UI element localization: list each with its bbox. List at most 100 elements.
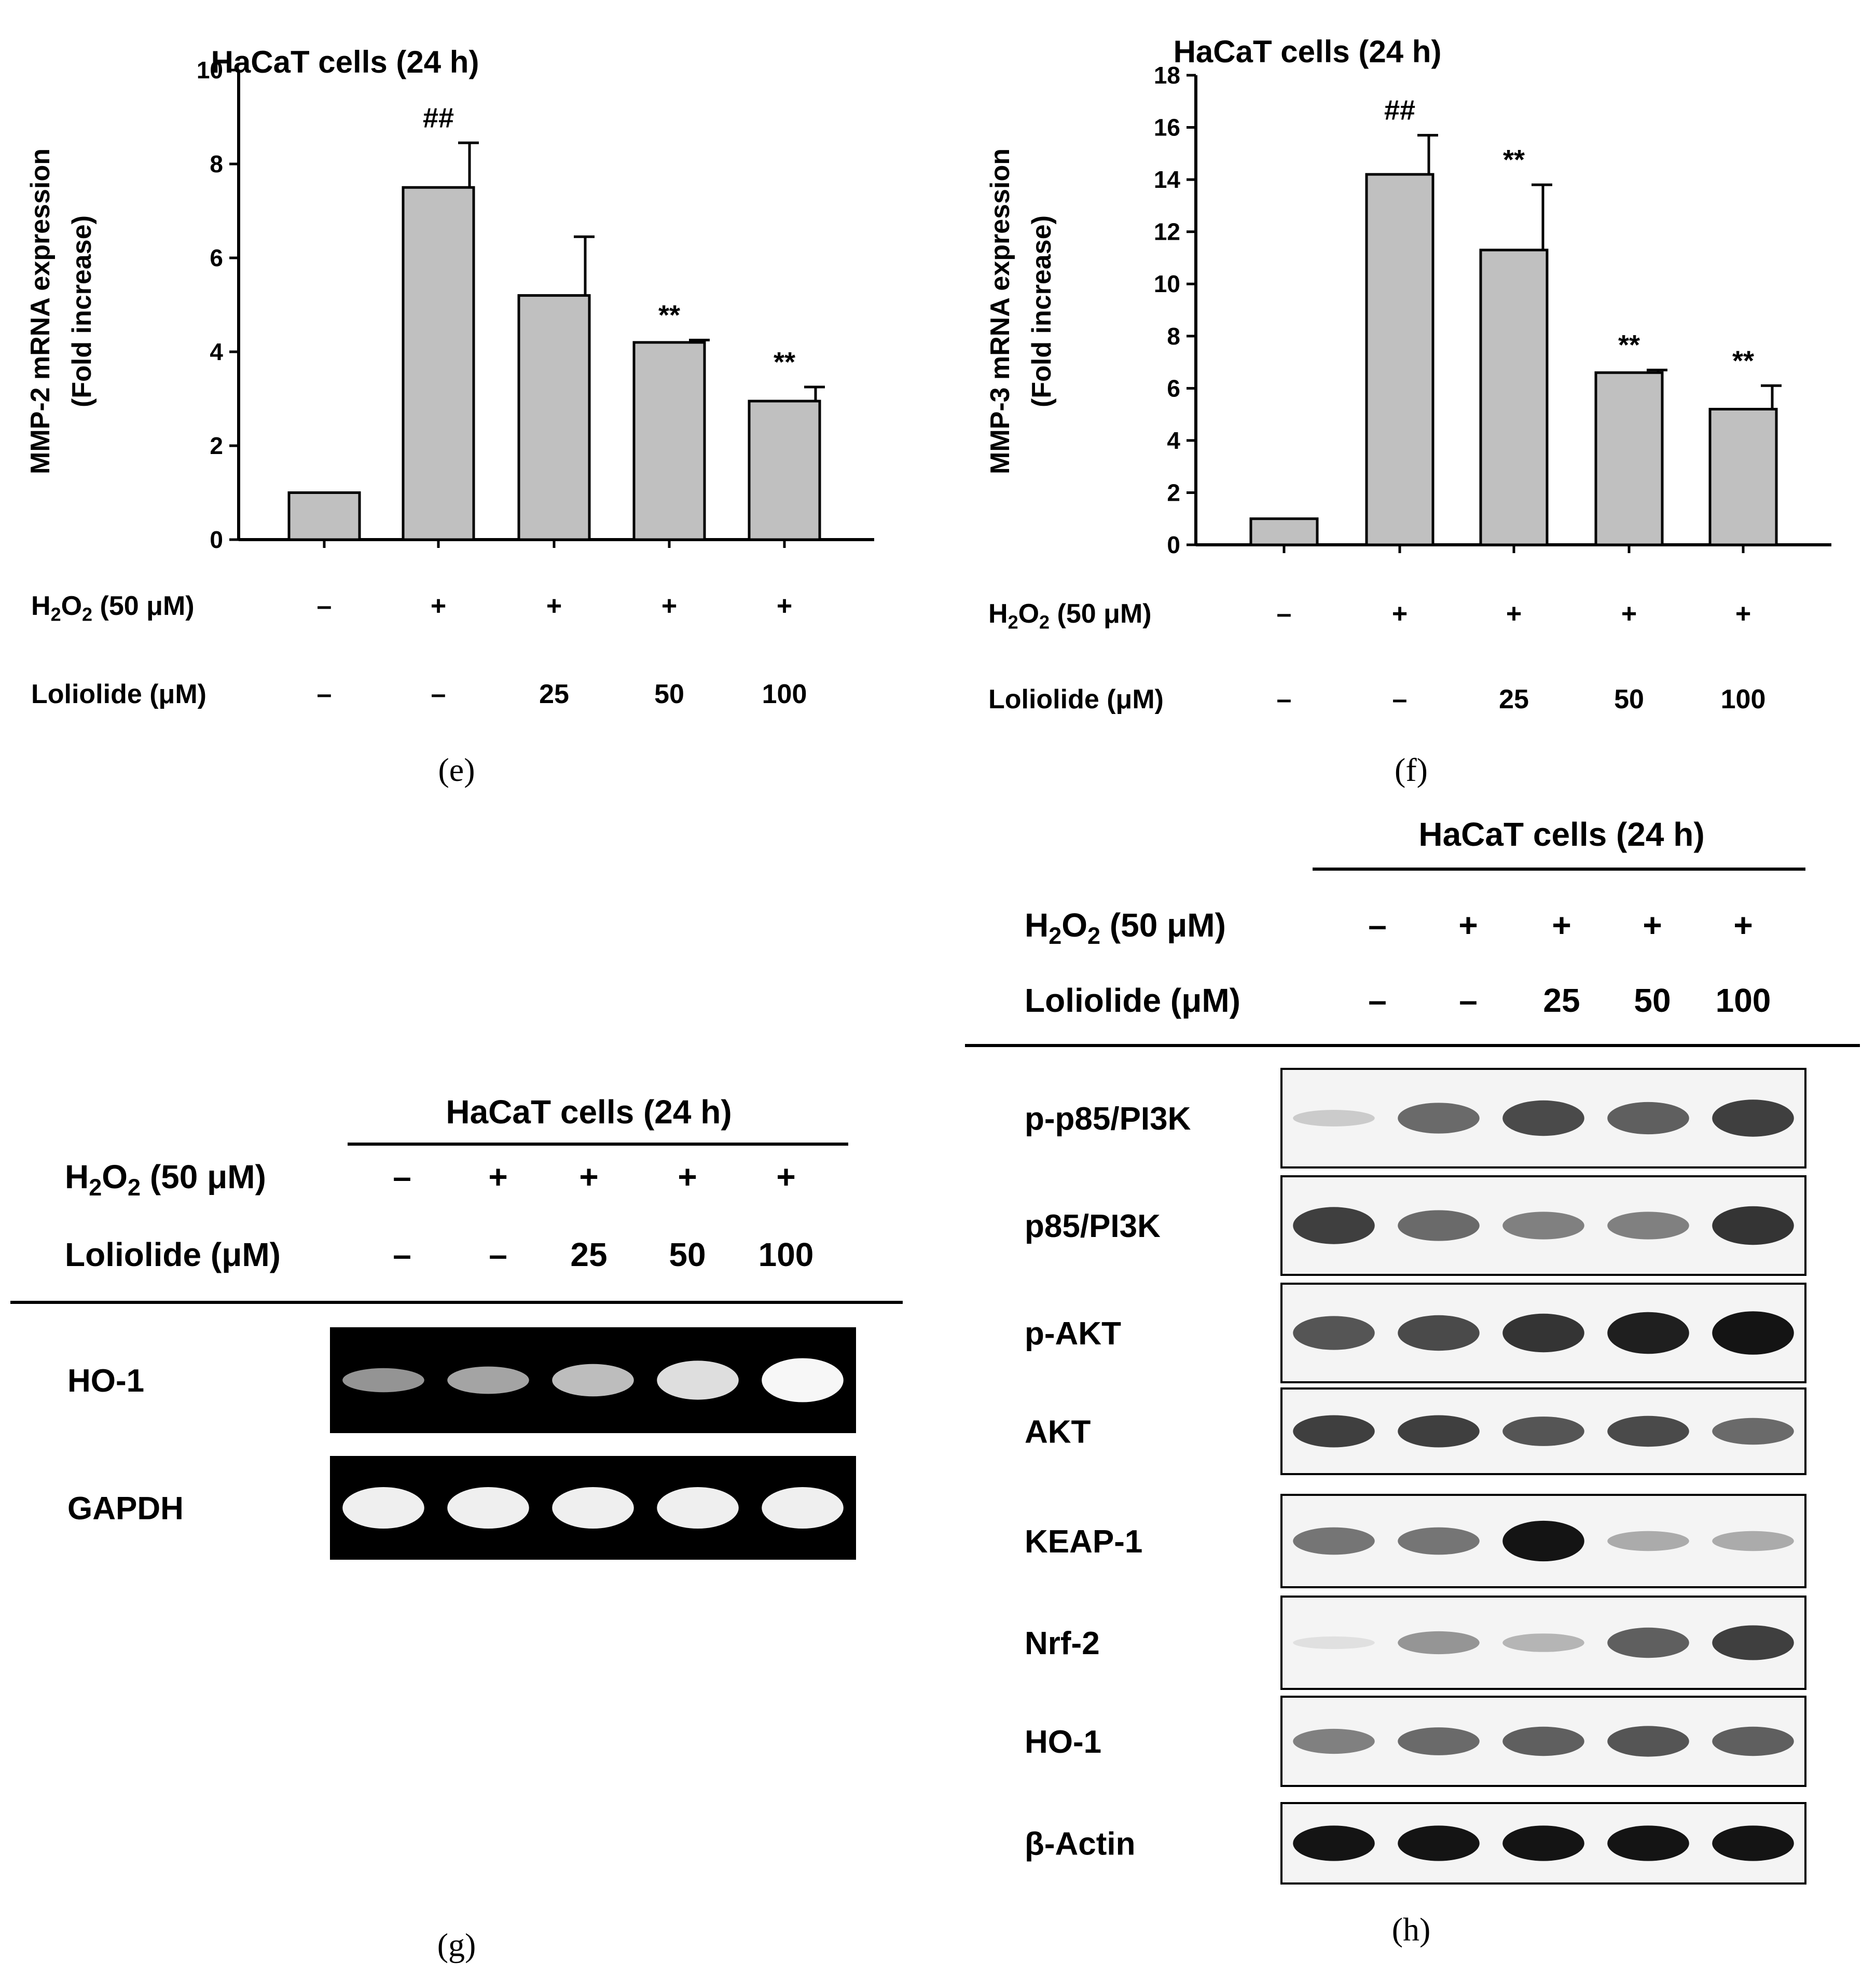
blot-h-treatment-0-4: + — [1733, 906, 1753, 944]
panel-label-h: (h) — [1392, 1911, 1431, 1948]
chart-f-treatments: H2O2 (50 μM) – + + + + Loliolide (μM) – – 25 50 100 — [988, 599, 1765, 714]
blot-g: HaCaT cells (24 h) H2O2 (50 μM) – + + + + Loli… — [10, 1093, 903, 1963]
chart-e-ytick-label-4: 8 — [210, 150, 223, 177]
blot-g-band-1-3 — [657, 1487, 739, 1529]
chart-f-treatment-0-2: + — [1506, 599, 1522, 629]
chart-f-ytick-label-8: 16 — [1154, 114, 1180, 141]
blot-g-treatment-0-0: – — [393, 1158, 411, 1195]
chart-e-treatment-0-4: + — [777, 591, 792, 621]
chart-f-bars: ## ** ** ** — [1249, 95, 1782, 546]
chart-e-ytick-label-5: 10 — [197, 57, 223, 84]
blot-g-treatment-1-4: 100 — [758, 1236, 814, 1273]
blot-h-treatment-0-0: – — [1368, 906, 1387, 944]
chart-f-treatment-1-2: 25 — [1499, 684, 1529, 714]
blot-h-treatment-1-3: 50 — [1634, 982, 1671, 1019]
chart-f-significance-3: ** — [1618, 329, 1640, 361]
blot-h: HaCaT cells (24 h) H2O2 (50 μM) – + + + + Loli… — [965, 816, 1860, 1948]
chart-e-bar-1 — [402, 186, 475, 541]
chart-f-treatment-label-1: Loliolide (μM) — [988, 684, 1164, 714]
blot-h-band-3-3 — [1607, 1415, 1689, 1447]
blot-h-band-0-0 — [1293, 1110, 1375, 1126]
chart-e-treatment-0-0: – — [317, 591, 332, 621]
chart-e: HaCaT cells (24 h) MMP-2 mRNA expression… — [25, 45, 874, 788]
chart-f-significance-1: ## — [1384, 95, 1415, 126]
chart-f-treatment-1-4: 100 — [1721, 684, 1766, 714]
blot-g-band-0-3 — [657, 1360, 739, 1400]
chart-e-bar-0 — [287, 491, 361, 541]
blot-g-treatment-1-1: – — [489, 1236, 507, 1273]
blot-h-band-7-1 — [1398, 1825, 1480, 1861]
chart-e-bar-4 — [748, 400, 821, 541]
blot-g-row-label-0: HO-1 — [67, 1363, 144, 1399]
blot-g-band-0-0 — [342, 1368, 424, 1393]
blot-h-band-6-3 — [1607, 1726, 1689, 1757]
chart-e-ylabel-line2: (Fold increase) — [67, 215, 97, 407]
chart-f-ytick-label-1: 2 — [1167, 479, 1180, 506]
blot-g-band-1-1 — [447, 1487, 529, 1529]
blot-h-band-3-1 — [1398, 1415, 1480, 1448]
panel-label-g: (g) — [437, 1927, 476, 1963]
blot-h-treatment-0-3: + — [1643, 906, 1662, 944]
blot-g-treatment-1-0: – — [393, 1236, 411, 1273]
blot-h-band-5-4 — [1712, 1625, 1794, 1660]
blot-h-band-3-2 — [1502, 1417, 1584, 1446]
blot-g-band-0-2 — [552, 1364, 634, 1397]
blot-g-row-label-1: GAPDH — [67, 1491, 184, 1527]
chart-f-ytick-label-4: 8 — [1167, 323, 1180, 350]
chart-f-bar-3 — [1594, 371, 1664, 546]
chart-f-bar-0 — [1249, 517, 1319, 546]
blot-g-treatment-0-1: + — [488, 1158, 507, 1195]
blot-h-row-label-0: p-p85/PI3K — [1025, 1101, 1191, 1137]
chart-f-treatment-0-1: + — [1392, 599, 1408, 629]
blot-h-band-4-3 — [1607, 1531, 1689, 1551]
chart-e-treatment-1-2: 25 — [539, 679, 569, 709]
blot-h-band-6-2 — [1502, 1726, 1584, 1756]
blot-h-band-3-4 — [1712, 1418, 1794, 1445]
blot-h-treatment-1-1: – — [1459, 982, 1478, 1019]
blot-h-band-1-3 — [1607, 1212, 1689, 1240]
blot-g-band-1-4 — [762, 1487, 844, 1529]
chart-e-ytick-label-2: 4 — [210, 338, 223, 365]
blot-g-treatments: H2O2 (50 μM) – + + + + Loliolide (μM) – – 25 50 100 — [65, 1158, 813, 1273]
blot-h-band-2-3 — [1607, 1312, 1689, 1354]
chart-e-ytick-label-1: 2 — [210, 432, 223, 459]
chart-e-ylabel-line1: MMP-2 mRNA expression — [25, 148, 56, 474]
chart-e-title: HaCaT cells (24 h) — [211, 45, 479, 79]
blot-h-treatment-1-0: – — [1368, 982, 1387, 1019]
panel-label-e: (e) — [438, 751, 475, 788]
chart-f-ytick-label-5: 10 — [1154, 270, 1180, 297]
chart-e-treatment-label-0: H2O2 (50 μM) — [31, 591, 195, 625]
blot-h-row-label-6: HO-1 — [1025, 1724, 1101, 1760]
blot-h-band-1-1 — [1398, 1210, 1480, 1241]
blot-h-band-2-1 — [1398, 1315, 1480, 1351]
chart-e-ytick-label-0: 0 — [210, 526, 223, 553]
chart-f-bar-1 — [1365, 173, 1434, 546]
blot-h-band-5-0 — [1293, 1636, 1375, 1649]
blot-g-treatment-1-2: 25 — [570, 1236, 607, 1273]
blot-h-band-0-1 — [1398, 1103, 1480, 1134]
blot-h-band-1-0 — [1293, 1207, 1375, 1244]
chart-f-treatment-0-4: + — [1735, 599, 1751, 629]
chart-f-bar-4 — [1708, 408, 1778, 546]
blot-h-band-1-2 — [1502, 1212, 1584, 1240]
chart-e-significance-1: ## — [423, 102, 454, 133]
blot-h-row-label-4: KEAP-1 — [1025, 1524, 1142, 1560]
chart-e-treatment-0-2: + — [546, 591, 562, 621]
blot-h-band-4-2 — [1502, 1520, 1584, 1562]
blot-h-treatment-0-1: + — [1458, 906, 1478, 944]
blot-h-band-7-0 — [1293, 1825, 1375, 1861]
chart-f-treatment-1-0: – — [1277, 684, 1292, 714]
blot-g-treatment-label-1: Loliolide (μM) — [65, 1236, 281, 1273]
chart-e-bars: ## ** ** — [287, 102, 825, 541]
chart-f-significance-4: ** — [1732, 345, 1754, 376]
blot-g-title: HaCaT cells (24 h) — [446, 1093, 732, 1131]
blot-h-treatments: H2O2 (50 μM) – + + + + Loliolide (μM) – – 25 50 100 — [1025, 906, 1771, 1019]
blot-h-band-7-3 — [1607, 1825, 1689, 1861]
chart-e-treatment-1-1: – — [431, 679, 446, 709]
blot-h-rows: p-p85/PI3K p85/PI3K p-AKT AKT KEAP-1 Nrf-2 HO-… — [1025, 1068, 1806, 1885]
blot-h-band-4-0 — [1293, 1527, 1375, 1555]
chart-e-treatment-1-0: – — [317, 679, 332, 709]
chart-f-ylabel-line2: (Fold increase) — [1027, 215, 1057, 407]
blot-h-band-0-2 — [1502, 1100, 1584, 1136]
blot-h-band-5-1 — [1398, 1631, 1480, 1655]
